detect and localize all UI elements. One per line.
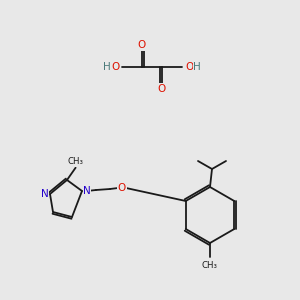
Text: H: H	[193, 62, 201, 72]
Text: O: O	[118, 183, 126, 193]
Text: N: N	[83, 186, 91, 196]
Text: O: O	[185, 62, 193, 72]
Text: CH₃: CH₃	[68, 157, 84, 166]
Text: O: O	[111, 62, 119, 72]
Text: CH₃: CH₃	[202, 260, 218, 269]
Text: H: H	[103, 62, 111, 72]
Text: N: N	[41, 189, 49, 199]
Text: O: O	[138, 40, 146, 50]
Text: O: O	[158, 84, 166, 94]
